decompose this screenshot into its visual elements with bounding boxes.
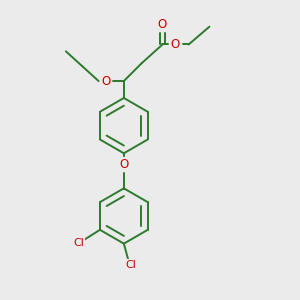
Text: O: O xyxy=(119,158,128,171)
Text: Cl: Cl xyxy=(73,238,84,248)
Text: Cl: Cl xyxy=(125,260,136,270)
Text: O: O xyxy=(171,38,180,51)
Text: O: O xyxy=(101,74,111,88)
Text: O: O xyxy=(158,18,167,31)
